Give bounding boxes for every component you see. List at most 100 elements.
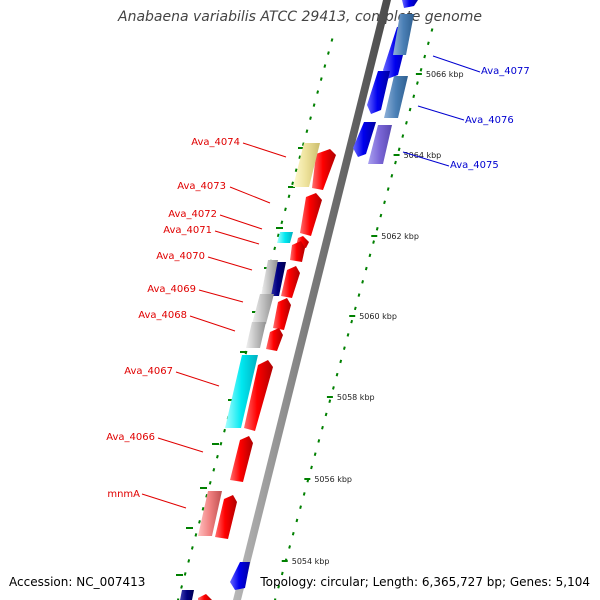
gene-feature-pink[interactable]: [198, 491, 222, 536]
gene-feature-reverse[interactable]: [393, 14, 414, 55]
guide-dot: [364, 266, 368, 271]
guide-dot: [223, 428, 226, 433]
guide-dot: [305, 129, 309, 133]
guide-dot: [350, 319, 354, 324]
guide-dot: [339, 359, 343, 364]
kbp-tick-label: 5066 kbp: [426, 70, 464, 79]
accession-info: Accession: NC_007413: [9, 575, 146, 589]
gene-feature-reverse[interactable]: [384, 76, 408, 118]
guide-dot: [383, 200, 386, 205]
guide-dot: [394, 160, 397, 165]
gene-feature-reverse[interactable]: [368, 125, 392, 164]
guide-dot: [294, 168, 298, 173]
guide-dot: [284, 558, 288, 563]
gene-label[interactable]: Ava_4067: [124, 366, 173, 377]
gene-feature-forward[interactable]: [273, 298, 291, 330]
guide-dot: [357, 293, 361, 297]
guide-dot: [379, 213, 383, 218]
gene-feature-forward[interactable]: [244, 360, 273, 431]
gene-label[interactable]: Ava_4075: [450, 160, 499, 171]
guide-dot: [412, 94, 416, 99]
guide-dot: [316, 90, 320, 94]
gene-label[interactable]: Ava_4071: [163, 225, 212, 236]
guide-dot: [342, 346, 346, 350]
gene-feature-cyan[interactable]: [277, 232, 293, 243]
guide-dot: [327, 51, 330, 55]
gene-feature-yellow[interactable]: [293, 143, 320, 187]
guide-dot: [346, 333, 350, 337]
gene-feature-reverse[interactable]: [402, 0, 418, 8]
guide-dot: [306, 478, 310, 483]
gene-label[interactable]: Ava_4072: [168, 209, 217, 220]
gene-label[interactable]: Ava_4074: [191, 137, 240, 148]
kbp-tick-label: 5060 kbp: [359, 312, 397, 321]
gene-feature-forward[interactable]: [312, 149, 336, 190]
guide-dot: [198, 520, 201, 524]
gene-label[interactable]: Ava_4073: [177, 181, 226, 192]
guide-dot: [291, 181, 294, 186]
guide-dot: [299, 505, 302, 510]
guide-dot: [277, 584, 281, 589]
gene-feature-navy[interactable]: [180, 590, 194, 600]
gene-feature-gray[interactable]: [261, 260, 278, 296]
guide-dot: [332, 386, 335, 390]
guide-dot: [216, 454, 219, 459]
guide-dot: [401, 134, 405, 138]
guide-dot: [335, 372, 339, 377]
guide-dot: [187, 559, 191, 563]
guide-dot: [319, 77, 323, 81]
kbp-tick-label: 5056 kbp: [314, 475, 352, 484]
gene-label[interactable]: Ava_4077: [481, 66, 530, 77]
gene-feature-cyan[interactable]: [225, 355, 258, 428]
gene-label[interactable]: Ava_4068: [138, 310, 187, 321]
guide-dot: [291, 531, 295, 536]
right-label-leaders: [402, 55, 481, 167]
gene-label[interactable]: Ava_4069: [147, 284, 196, 295]
guide-dot: [397, 147, 401, 152]
gene-feature-forward[interactable]: [300, 193, 322, 236]
guide-dot: [353, 306, 357, 311]
gene-label[interactable]: Ava_4070: [156, 251, 205, 262]
guide-dot: [317, 439, 321, 443]
guide-dot: [423, 54, 427, 59]
guide-dot: [176, 598, 180, 600]
kbp-tick-label: 5058 kbp: [337, 393, 375, 402]
guide-dot: [309, 116, 312, 120]
guide-dot: [301, 142, 305, 146]
guide-dot: [416, 81, 419, 85]
guide-dot: [219, 441, 223, 446]
guide-dot: [295, 518, 299, 523]
gene-label[interactable]: Ava_4066: [106, 432, 155, 443]
gene-feature-reverse[interactable]: [230, 562, 250, 590]
guide-dot: [280, 571, 284, 576]
guide-dot: [302, 492, 306, 496]
gene-feature-forward[interactable]: [215, 495, 237, 539]
kbp-tick-label: 5062 kbp: [381, 232, 419, 241]
guide-dot: [288, 545, 291, 549]
gene-feature-reverse[interactable]: [353, 122, 376, 157]
gene-feature-gray[interactable]: [246, 322, 266, 348]
guide-dot: [386, 187, 390, 191]
gene-feature-forward[interactable]: [266, 328, 283, 351]
kbp-tick-label: 5064 kbp: [404, 151, 442, 160]
gene-feature-gray[interactable]: [252, 294, 274, 324]
guide-dot: [194, 533, 198, 537]
gene-label[interactable]: Ava_4076: [465, 115, 514, 126]
guide-dot: [284, 207, 287, 212]
guide-dot: [375, 227, 379, 231]
gene-feature-reverse[interactable]: [367, 71, 390, 114]
gene-feature-navy[interactable]: [269, 262, 286, 296]
inner-dotted-guide: [273, 28, 434, 600]
gene-feature-forward[interactable]: [290, 241, 305, 262]
guide-dot: [287, 194, 291, 199]
gene-feature-forward[interactable]: [198, 594, 212, 600]
gene-feature-forward[interactable]: [230, 436, 253, 482]
guide-dot: [312, 103, 316, 107]
guide-dot: [324, 412, 328, 417]
gene-label[interactable]: mnmA: [107, 489, 140, 500]
guide-dot: [328, 399, 332, 403]
gene-feature-forward[interactable]: [281, 266, 300, 298]
guide-dot: [390, 174, 394, 178]
guide-dot: [323, 64, 327, 68]
guide-dot: [430, 28, 434, 32]
